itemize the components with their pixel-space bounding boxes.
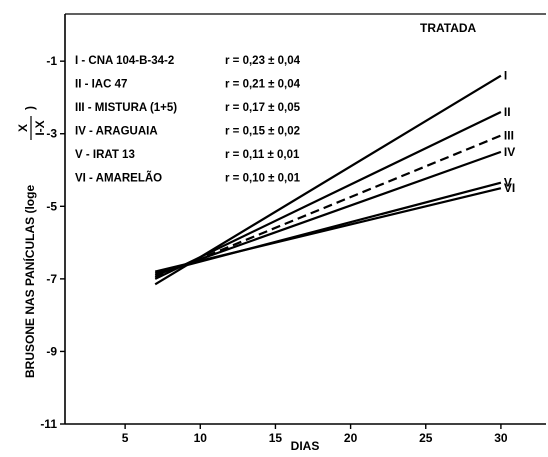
y-tick-label: -11 — [40, 417, 57, 431]
legend: I - CNA 104-B-34-2 r = 0,23 ± 0,04 II - IA… — [75, 55, 301, 185]
x-tick-label: 30 — [494, 431, 508, 445]
series-label-ii: II — [504, 105, 511, 119]
legend-entry-name: II - IAC 47 — [75, 79, 127, 91]
y-axis-title-close: ) — [23, 106, 37, 110]
series-line-ii — [154, 110, 502, 280]
x-tick-label: 10 — [194, 431, 208, 445]
x-tick-label: 20 — [344, 431, 358, 445]
x-axis-ticks: 5 10 15 20 25 30 — [122, 424, 508, 445]
plot-frame — [64, 13, 546, 425]
y-axis-title-numerator: X — [16, 124, 30, 132]
series-label-v: V — [504, 176, 512, 190]
y-tick-label: -5 — [46, 199, 57, 213]
legend-entry-stat: r = 0,11 ± 0,01 — [225, 149, 300, 161]
y-axis-title: BRUSONE NAS PANÍCULAS (loge X I-X ) — [16, 106, 47, 378]
legend-entry-stat: r = 0,23 ± 0,04 — [225, 55, 301, 67]
series-label-iii: III — [504, 129, 514, 143]
x-axis-title: DIAS — [291, 439, 320, 453]
legend-entry-stat: r = 0,17 ± 0,05 — [225, 102, 301, 114]
y-tick-label: -1 — [46, 54, 57, 68]
legend-entry-name: III - MISTURA (1+5) — [75, 102, 177, 114]
legend-entry-stat: r = 0,15 ± 0,02 — [225, 126, 300, 138]
y-axis-ticks: -11 -9 -7 -5 -3 -1 — [40, 54, 65, 431]
series-label-i: I — [504, 69, 507, 83]
legend-entry-name: IV - ARAGUAIA — [75, 126, 158, 138]
series-line-vi — [154, 187, 502, 273]
series-label-iv: IV — [504, 145, 515, 159]
x-tick-label: 5 — [122, 431, 129, 445]
x-tick-label: 15 — [269, 431, 283, 445]
x-tick-label: 25 — [419, 431, 433, 445]
series-line-i — [154, 74, 502, 286]
y-tick-label: -7 — [46, 272, 57, 286]
y-tick-label: -3 — [46, 127, 57, 141]
series-line-iii — [154, 134, 502, 279]
legend-entry-name: I - CNA 104-B-34-2 — [75, 55, 174, 67]
legend-entry-stat: r = 0,21 ± 0,04 — [225, 79, 301, 91]
series-lines — [154, 74, 502, 286]
legend-entry-name: VI - AMARELÃO — [75, 172, 162, 185]
y-axis-title-main: BRUSONE NAS PANÍCULAS (loge — [22, 185, 37, 378]
series-line-iv — [154, 150, 502, 277]
series-label-vi: VI — [504, 181, 515, 195]
chart-title: TRATADA — [420, 21, 477, 35]
y-tick-label: -9 — [46, 344, 57, 358]
legend-entry-stat: r = 0,10 ± 0,01 — [225, 173, 301, 185]
y-axis-title-denominator: I-X — [33, 120, 47, 135]
legend-entry-name: V - IRAT 13 — [75, 149, 135, 161]
